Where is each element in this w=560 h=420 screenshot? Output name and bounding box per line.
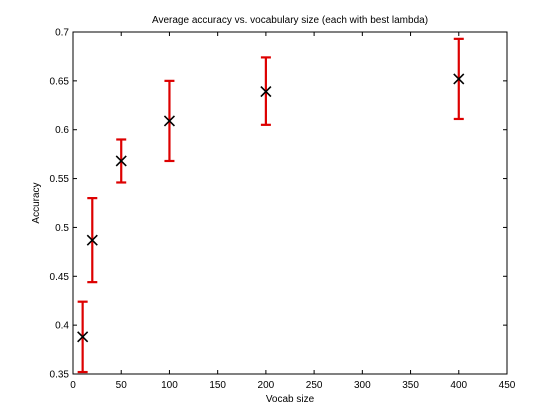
y-tick-label: 0.4: [55, 321, 69, 332]
plot-area: [72, 31, 508, 375]
y-tick-label: 0.7: [55, 28, 69, 39]
x-tick-label: 0: [70, 380, 76, 391]
data-point-marker: [453, 73, 465, 85]
x-tick-label: 100: [161, 380, 178, 391]
data-point-marker: [163, 115, 176, 127]
x-tick-label: 350: [402, 380, 419, 391]
data-markers: [77, 73, 465, 343]
y-tick-label: 0.6: [55, 125, 69, 136]
data-point-marker: [77, 331, 89, 343]
y-axis-ticks: 0.35 0.4 0.45 0.5 0.55 0.6 0.65 0.7: [50, 28, 507, 381]
y-tick-label: 0.5: [55, 223, 69, 234]
x-tick-label: 50: [116, 380, 128, 391]
y-tick-label: 0.35: [50, 370, 70, 381]
x-tick-label: 150: [209, 380, 226, 391]
chart-title: Average accuracy vs. vocabulary size (ea…: [152, 15, 428, 26]
x-axis-label: Vocab size: [266, 394, 315, 405]
data-point-marker: [260, 86, 272, 98]
y-tick-label: 0.65: [50, 76, 70, 87]
x-tick-label: 450: [499, 380, 516, 391]
x-axis-ticks: 0 50 100 150 200 250 300 350 400 450: [70, 32, 516, 391]
y-tick-label: 0.55: [50, 174, 70, 185]
y-axis-label: Accuracy: [31, 182, 42, 223]
data-point-marker: [115, 155, 127, 167]
x-tick-label: 250: [306, 380, 323, 391]
data-point-marker: [86, 234, 98, 246]
x-tick-label: 300: [354, 380, 371, 391]
x-tick-label: 200: [258, 380, 275, 391]
y-tick-label: 0.45: [50, 272, 70, 283]
x-tick-label: 400: [450, 380, 467, 391]
